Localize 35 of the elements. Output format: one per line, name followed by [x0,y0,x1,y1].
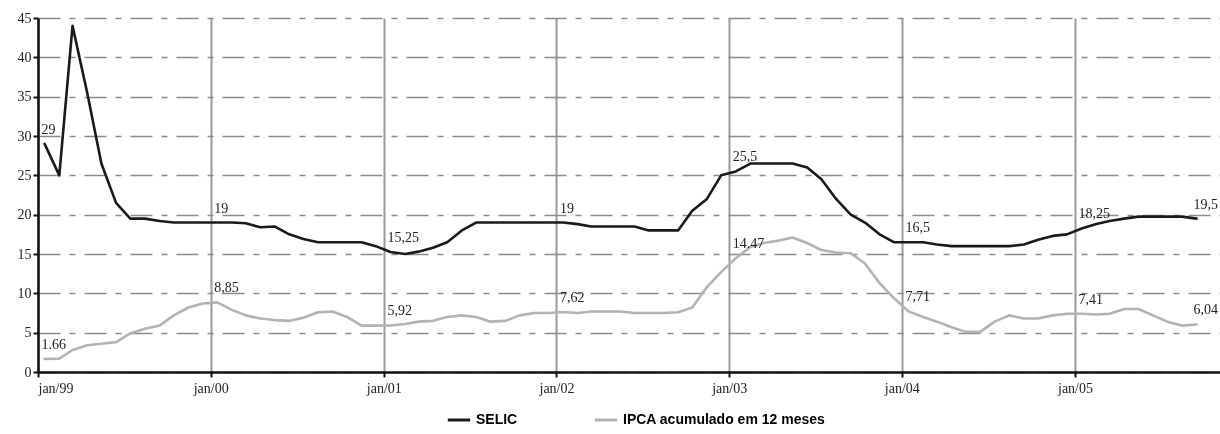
annotation: 14.47 [732,236,765,252]
y-tick-label: 30 [17,128,32,144]
x-tick-label: jan/02 [538,380,575,396]
annotation: 18,25 [1078,206,1111,222]
x-tick-label: jan/03 [711,380,748,396]
legend-label: IPCA acumulado em 12 meses [623,411,825,427]
annotation: 1.66 [41,336,67,352]
y-tick-label: 25 [17,167,32,183]
y-tick-label: 45 [17,10,32,26]
x-tick-label: jan/01 [365,380,402,396]
y-tick-label: 40 [17,49,32,65]
y-tick-label: 0 [24,364,32,380]
annotation: 7,41 [1078,291,1104,307]
annotation: 29 [41,121,56,137]
annotation: 6,04 [1193,302,1219,318]
y-tick-label: 15 [17,246,32,262]
x-tick-label: jan/00 [192,380,229,396]
legend-label: SELIC [476,411,518,427]
annotation: 7,62 [560,290,585,306]
annotation: 15,25 [387,230,419,246]
annotation: 8,85 [214,280,239,296]
y-tick-label: 10 [17,285,32,301]
annotation: 19,5 [1193,196,1219,212]
annotation: 5,92 [387,303,412,319]
annotation: 19 [214,200,229,216]
annotation: 7,71 [905,289,930,305]
x-tick-label: jan/04 [883,380,920,396]
y-tick-label: 35 [17,89,32,105]
y-tick-label: 20 [17,207,32,223]
x-tick-label: jan/05 [1056,380,1093,396]
annotation: 25,5 [732,149,758,165]
y-tick-label: 5 [24,325,32,341]
x-tick-label: jan/99 [37,380,74,396]
annotation: 16,5 [905,220,930,236]
annotation: 19 [560,200,575,216]
